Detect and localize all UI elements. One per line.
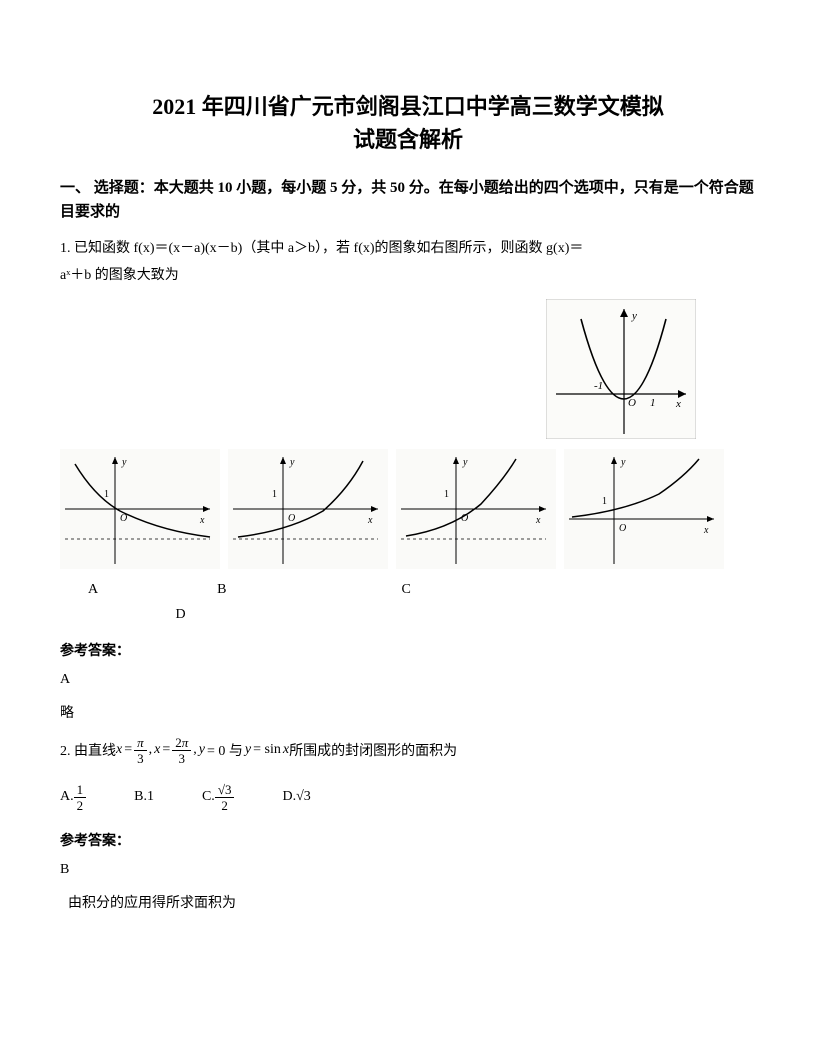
choice-labels-row2: D — [60, 607, 186, 622]
option-c: C. √3 2 — [202, 783, 234, 812]
choice-graph-b: 1 O x y — [228, 449, 388, 569]
q1-brief: 略 — [60, 702, 756, 722]
svg-text:x: x — [535, 515, 541, 526]
option-a: A. 1 2 — [60, 783, 86, 812]
q1-choices-row: 1 O x y 1 O x y 1 O x y 1 O — [60, 449, 756, 569]
svg-text:x: x — [367, 515, 373, 526]
svg-text:1: 1 — [602, 496, 607, 507]
opt-d-label: D. — [282, 789, 296, 805]
svg-text:x: x — [675, 398, 681, 410]
svg-text:y: y — [462, 457, 468, 468]
q2-explain: 由积分的应用得所求面积为 — [60, 892, 756, 912]
q1-text-1: 1. 已知函数 f(x)＝(x－a)(x－b)（其中 a＞b），若 f(x)的图… — [60, 241, 583, 256]
svg-text:O: O — [461, 513, 468, 524]
exam-title: 2021 年四川省广元市剑阁县江口中学高三数学文模拟 试题含解析 — [60, 90, 756, 156]
q2-prefix: 2. 由直线 — [60, 740, 116, 760]
q1-answer: A — [60, 672, 756, 688]
q1-answer-label: 参考答案： — [60, 640, 756, 660]
svg-text:1: 1 — [104, 489, 109, 500]
q2-options: A. 1 2 B.1 C. √3 2 D. √3 — [60, 783, 756, 812]
svg-text:O: O — [120, 513, 127, 524]
choice-graph-d: 1 O x y — [564, 449, 724, 569]
title-line-2: 试题含解析 — [353, 127, 463, 152]
svg-text:x: x — [703, 525, 709, 536]
opt-a-label: A. — [60, 789, 74, 805]
choice-graph-c: 1 O x y — [396, 449, 556, 569]
opt-c-label: C. — [202, 789, 215, 805]
svg-text:y: y — [121, 457, 127, 468]
svg-text:1: 1 — [272, 489, 277, 500]
opt-d-val: √3 — [296, 789, 311, 805]
opt-c-frac: √3 2 — [215, 783, 235, 812]
choice-graph-a: 1 O x y — [60, 449, 220, 569]
opt-b-text: B.1 — [134, 789, 154, 805]
svg-text:O: O — [628, 397, 636, 409]
svg-text:-1: -1 — [594, 380, 603, 392]
svg-text:O: O — [288, 513, 295, 524]
svg-text:1: 1 — [444, 489, 449, 500]
section-1-header: 一、 选择题：本大题共 10 小题，每小题 5 分，共 50 分。在每小题给出的… — [60, 176, 756, 224]
svg-text:1: 1 — [650, 397, 656, 409]
question-2: 2. 由直线 x= π3 , x= 2π3 , y= 0 与 y= sin x … — [60, 736, 756, 765]
q1-main-graph-row: -1 O 1 x y — [60, 299, 756, 439]
q2-math-expr: x= π3 , x= 2π3 , y= 0 与 y= sin x — [116, 736, 289, 765]
q2-suffix: 所围成的封闭图形的面积为 — [289, 740, 457, 760]
opt-a-frac: 1 2 — [74, 783, 87, 812]
parabola-graph: -1 O 1 x y — [546, 299, 696, 439]
svg-text:y: y — [631, 310, 637, 322]
title-line-1: 2021 年四川省广元市剑阁县江口中学高三数学文模拟 — [152, 94, 664, 119]
svg-text:y: y — [620, 457, 626, 468]
choice-labels: A B C D — [60, 577, 756, 627]
question-1: 1. 已知函数 f(x)＝(x－a)(x－b)（其中 a＞b），若 f(x)的图… — [60, 236, 756, 289]
q2-answer-label: 参考答案： — [60, 830, 756, 850]
option-b: B.1 — [134, 789, 154, 805]
option-d: D. √3 — [282, 789, 310, 805]
q2-answer: B — [60, 862, 756, 878]
q1-text-2: aˣ＋b 的图象大致为 — [60, 268, 179, 283]
svg-text:y: y — [289, 457, 295, 468]
choice-labels-row1: A B C — [88, 582, 411, 597]
svg-text:O: O — [619, 523, 626, 534]
svg-text:x: x — [199, 515, 205, 526]
